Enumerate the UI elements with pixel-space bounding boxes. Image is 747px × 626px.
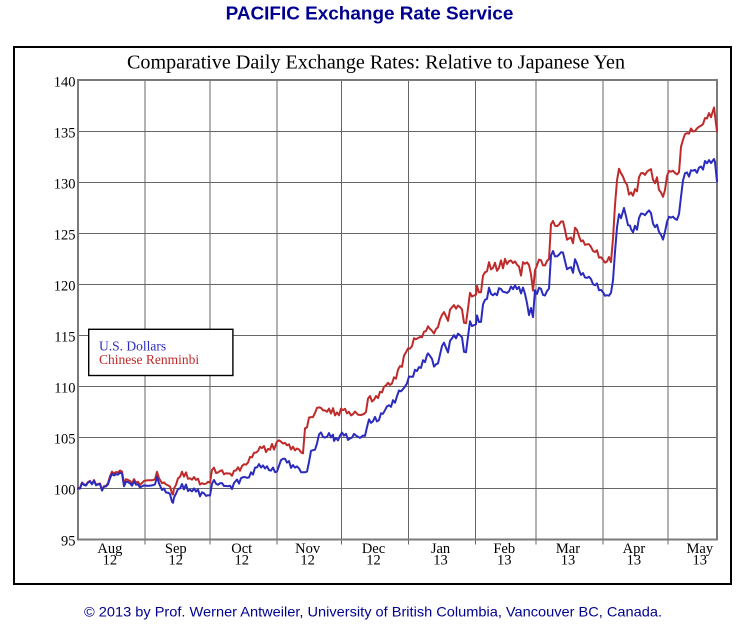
svg-text:12: 12 — [169, 553, 184, 569]
svg-text:12: 12 — [103, 553, 118, 569]
svg-text:13: 13 — [627, 553, 642, 569]
svg-text:105: 105 — [54, 432, 76, 448]
svg-text:95: 95 — [61, 534, 76, 550]
svg-text:Nov: Nov — [295, 541, 321, 557]
svg-text:13: 13 — [497, 553, 512, 569]
svg-text:U.S. Dollars: U.S. Dollars — [99, 339, 166, 354]
svg-text:Apr: Apr — [623, 541, 646, 557]
svg-text:Feb: Feb — [493, 541, 515, 557]
svg-text:12: 12 — [300, 553, 315, 569]
svg-text:115: 115 — [54, 330, 75, 346]
svg-text:Mar: Mar — [556, 541, 580, 557]
svg-text:Aug: Aug — [97, 541, 122, 557]
svg-text:PACIFIC Exchange Rate Service: PACIFIC Exchange Rate Service — [226, 3, 514, 24]
svg-text:13: 13 — [561, 553, 576, 569]
svg-text:13: 13 — [693, 553, 708, 569]
svg-text:140: 140 — [54, 75, 76, 91]
svg-text:May: May — [687, 541, 714, 557]
svg-text:120: 120 — [54, 279, 76, 295]
svg-text:12: 12 — [366, 553, 381, 569]
svg-text:130: 130 — [54, 177, 76, 193]
svg-text:© 2013 by Prof. Werner Antweil: © 2013 by Prof. Werner Antweiler, Univer… — [84, 604, 662, 619]
svg-text:100: 100 — [54, 483, 76, 499]
svg-text:Chinese Renminbi: Chinese Renminbi — [99, 352, 199, 367]
svg-text:Oct: Oct — [231, 541, 252, 557]
svg-text:Sep: Sep — [165, 541, 187, 557]
svg-text:125: 125 — [54, 228, 76, 244]
svg-text:Comparative Daily Exchange Rat: Comparative Daily Exchange Rates: Relati… — [127, 52, 625, 74]
svg-text:Jan: Jan — [431, 541, 451, 557]
svg-text:13: 13 — [433, 553, 448, 569]
svg-text:12: 12 — [234, 553, 249, 569]
svg-text:135: 135 — [54, 126, 76, 142]
svg-text:110: 110 — [54, 381, 75, 397]
svg-text:Dec: Dec — [362, 541, 385, 557]
